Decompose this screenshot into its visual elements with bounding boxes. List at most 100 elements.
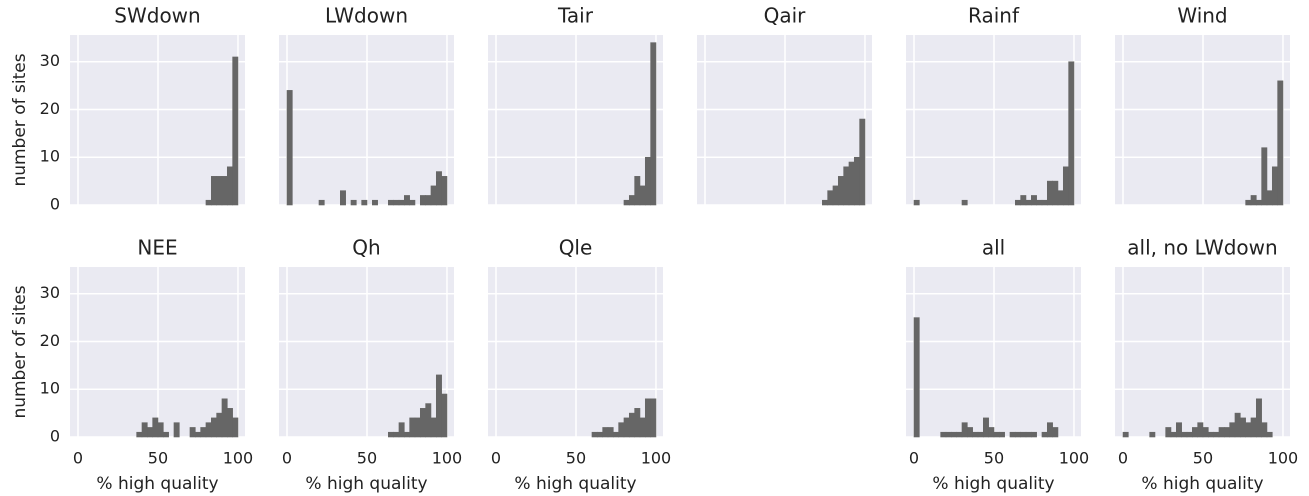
bar <box>940 431 947 438</box>
bar <box>141 422 148 438</box>
y-tick-label: 10 <box>40 379 60 398</box>
bar <box>612 431 619 438</box>
bar <box>1052 427 1059 438</box>
bar <box>216 412 223 438</box>
bar <box>853 156 860 206</box>
bar <box>419 195 426 206</box>
bar <box>1192 427 1198 438</box>
bar <box>1213 431 1220 438</box>
bar <box>286 90 293 206</box>
bar <box>628 412 635 438</box>
bar <box>232 56 239 206</box>
bar <box>956 431 963 438</box>
bar <box>1277 80 1284 206</box>
bar <box>1181 431 1188 438</box>
bar <box>210 417 217 438</box>
bar <box>398 199 405 206</box>
bar <box>618 422 625 438</box>
bar <box>972 431 979 438</box>
bar <box>441 393 448 438</box>
x-tick-label: 100 <box>1268 449 1299 468</box>
x-tick-label: 50 <box>357 449 377 468</box>
x-tick-label: 0 <box>282 449 292 468</box>
panel: Rainf <box>906 4 1081 206</box>
bar <box>961 199 968 206</box>
bar <box>393 431 400 438</box>
bar <box>1041 431 1048 438</box>
bar <box>650 42 657 206</box>
bar <box>361 199 368 206</box>
x-tick-label: 100 <box>1059 449 1090 468</box>
bar <box>1229 422 1236 438</box>
bar <box>1261 422 1268 438</box>
bar <box>1218 427 1225 438</box>
bar <box>993 431 1000 438</box>
bar <box>983 417 989 438</box>
bar <box>163 431 169 438</box>
bar <box>859 118 866 206</box>
panel: Qle 0 50 100 % high quality <box>488 236 671 494</box>
x-axis-label: % high quality <box>96 474 218 494</box>
bar <box>430 417 437 438</box>
x-tick-label: 50 <box>566 449 586 468</box>
bar <box>623 199 630 206</box>
bar <box>1062 166 1069 206</box>
bar <box>1030 431 1037 438</box>
x-axis-label: % high quality <box>514 474 636 494</box>
panel-title: SWdown <box>114 4 200 28</box>
bar <box>372 199 378 206</box>
x-tick-label: 50 <box>148 449 168 468</box>
bar <box>821 199 828 206</box>
panel: all 0 50 100 % high quality <box>906 236 1090 494</box>
bar <box>205 199 212 206</box>
bar <box>843 166 850 206</box>
bar <box>1149 431 1156 438</box>
x-tick-label: 0 <box>491 449 501 468</box>
y-tick-label: 20 <box>40 99 60 118</box>
bar <box>1122 431 1129 438</box>
bar <box>210 176 217 206</box>
panel-title: Rainf <box>968 4 1020 28</box>
y-axis-label: number of sites <box>10 285 30 418</box>
bar <box>147 427 153 438</box>
bar <box>350 199 357 206</box>
bar <box>1202 427 1209 438</box>
bar <box>1020 431 1027 438</box>
bar <box>398 422 405 438</box>
panel-title: Tair <box>557 4 594 28</box>
bar <box>393 199 400 206</box>
bar <box>388 431 394 438</box>
bar <box>1245 422 1252 438</box>
bar <box>194 431 201 438</box>
bar <box>832 185 839 206</box>
bar <box>1255 199 1262 206</box>
bar <box>205 422 212 438</box>
bar <box>419 408 426 438</box>
y-tick-label: 30 <box>40 51 60 70</box>
bar <box>913 317 920 438</box>
panel-title: Qle <box>559 236 593 260</box>
panel: LWdown <box>279 4 454 206</box>
bar <box>988 427 995 438</box>
bar <box>221 398 228 438</box>
bar <box>634 176 641 206</box>
bar <box>200 427 207 438</box>
bar <box>999 431 1005 438</box>
x-tick-label: 0 <box>73 449 83 468</box>
panel: Qh 0 50 100 % high quality <box>279 236 462 494</box>
bar <box>1186 431 1193 438</box>
bar <box>1176 422 1182 438</box>
y-tick-label: 30 <box>40 283 60 302</box>
bar <box>639 185 646 206</box>
y-tick-label: 20 <box>40 331 60 350</box>
bar <box>827 190 834 206</box>
bar <box>644 156 651 206</box>
bar <box>1015 431 1021 438</box>
bar <box>1266 431 1273 438</box>
bar <box>425 195 432 206</box>
bar <box>1208 431 1214 438</box>
bar <box>1266 190 1273 206</box>
bar <box>607 427 614 438</box>
panel-title: Qair <box>764 4 807 28</box>
bar <box>1250 417 1257 438</box>
